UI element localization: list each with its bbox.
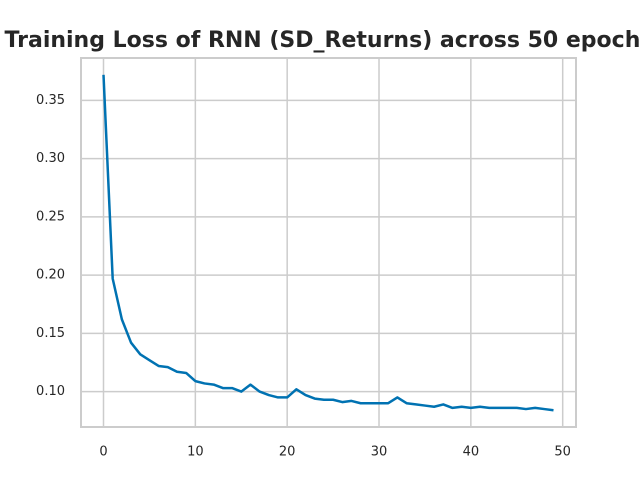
y-tick-label: 0.10 [36,384,65,399]
x-tick-label: 30 [371,445,388,460]
chart-title: Training Loss of RNN (SD_Returns) across… [5,28,640,53]
y-tick-label: 0.15 [36,326,65,341]
x-tick-label: 40 [463,445,480,460]
x-tick-label: 50 [554,445,571,460]
y-tick-label: 0.30 [36,151,65,166]
y-tick-label: 0.25 [36,209,65,224]
x-tick-label: 0 [99,445,107,460]
line [102,74,554,412]
y-tick-label: 0.20 [36,268,65,283]
plot-frame [80,57,577,428]
x-tick-label: 10 [187,445,204,460]
x-tick-label: 20 [279,445,296,460]
y-tick-label: 0.35 [36,93,65,108]
